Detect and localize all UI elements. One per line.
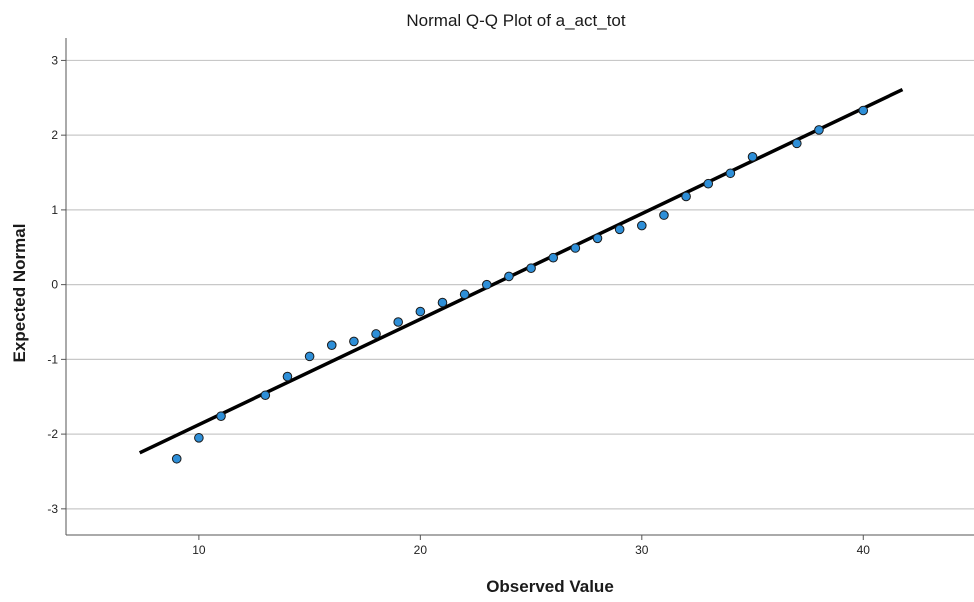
data-point	[326, 340, 337, 350]
data-point	[304, 351, 315, 362]
data-point	[371, 329, 381, 339]
data-point	[725, 168, 736, 179]
data-point	[349, 336, 359, 347]
data-point	[792, 138, 802, 149]
data-point	[194, 433, 204, 443]
y-tick-label: 3	[51, 53, 58, 67]
data-point	[570, 243, 581, 253]
data-point	[681, 191, 691, 202]
reference-line-layer	[138, 87, 904, 455]
data-point	[393, 317, 403, 327]
chart-title: Normal Q-Q Plot of a_act_tot	[406, 11, 625, 30]
data-point	[814, 125, 824, 135]
x-tick-label: 40	[857, 543, 871, 557]
data-point	[637, 220, 647, 231]
y-tick-label: 1	[51, 203, 58, 217]
reference-line	[138, 87, 904, 455]
data-point	[260, 390, 271, 401]
data-point	[481, 279, 492, 290]
y-tick-label: 2	[51, 128, 58, 142]
y-tick-label: -2	[47, 427, 58, 441]
data-points	[171, 105, 869, 464]
x-tick-label: 30	[635, 543, 649, 557]
axes	[61, 38, 974, 540]
data-point	[282, 371, 293, 382]
x-tick-label: 10	[192, 543, 206, 557]
data-point	[415, 306, 426, 317]
data-point	[614, 224, 625, 235]
y-tick-label: -1	[47, 352, 58, 366]
data-point	[548, 252, 559, 263]
data-point	[592, 233, 603, 244]
x-tick-label: 20	[414, 543, 428, 557]
y-axis-title: Expected Normal	[10, 224, 29, 363]
y-tick-label: -3	[47, 502, 58, 516]
data-point	[659, 210, 669, 220]
data-point	[171, 453, 182, 464]
tick-labels: -3 -2 -1 0 1 2 3 10 20 30 40	[47, 53, 870, 557]
x-axis-title: Observed Value	[486, 577, 614, 596]
data-point	[437, 297, 448, 308]
data-point	[504, 271, 514, 282]
data-point	[216, 411, 226, 421]
data-point	[459, 289, 470, 300]
data-point	[526, 263, 536, 273]
gridlines	[66, 59, 974, 510]
data-point	[858, 105, 869, 116]
y-tick-label: 0	[51, 278, 58, 292]
data-point	[747, 152, 758, 162]
data-point	[703, 178, 714, 189]
